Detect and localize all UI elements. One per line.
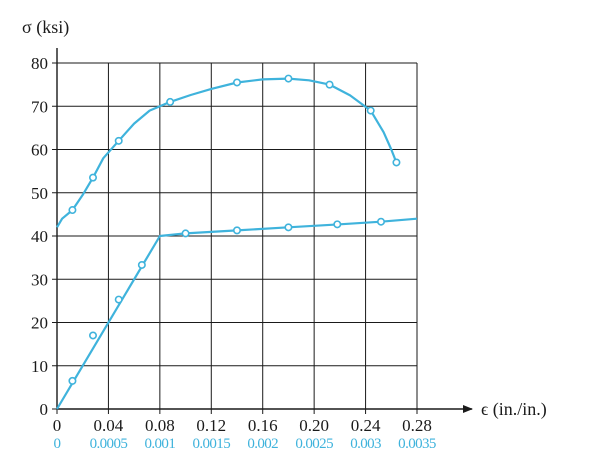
series-line xyxy=(56,77,398,228)
x-tick-label-upper: 0.16 xyxy=(248,416,278,435)
series-line xyxy=(56,217,418,410)
data-point xyxy=(325,80,334,89)
y-tick-label: 80 xyxy=(31,54,48,73)
x-tick-label-upper: 0.04 xyxy=(94,416,124,435)
x-tick-label-upper: 0.24 xyxy=(351,416,381,435)
x-tick-label-upper: 0.20 xyxy=(299,416,329,435)
x-tick-label-lower: 0.0035 xyxy=(398,436,436,452)
x-tick-label-lower: 0 xyxy=(54,436,61,452)
axes xyxy=(52,48,473,414)
y-tick-label: 60 xyxy=(31,141,48,160)
data-point xyxy=(366,106,375,115)
y-tick-label: 10 xyxy=(31,357,48,376)
series-group xyxy=(56,74,418,410)
data-point xyxy=(137,260,146,269)
data-point xyxy=(333,220,342,229)
x-tick-label-lower: 0.003 xyxy=(350,436,381,452)
data-point xyxy=(284,223,293,232)
data-point xyxy=(233,78,242,87)
data-point xyxy=(233,226,242,235)
x-tick-label-upper: 0 xyxy=(53,416,62,435)
x-tick-label-lower: 0.0025 xyxy=(295,436,333,452)
data-point xyxy=(68,376,77,385)
data-point xyxy=(284,74,293,83)
y-tick-label: 20 xyxy=(31,314,48,333)
grid xyxy=(57,62,418,409)
data-point xyxy=(89,331,98,340)
data-point xyxy=(392,158,401,167)
x-tick-label-upper: 0.28 xyxy=(402,416,432,435)
y-tick-label: 50 xyxy=(31,184,48,203)
data-point xyxy=(166,97,175,106)
data-point xyxy=(181,229,190,238)
x-tick-label-lower: 0.002 xyxy=(247,436,278,452)
x-tick-label-lower: 0.0015 xyxy=(192,436,230,452)
y-tick-label: 0 xyxy=(40,400,49,419)
x-tick-label-lower: 0.0005 xyxy=(90,436,128,452)
data-point xyxy=(376,217,385,226)
x-tick-label-upper: 0.08 xyxy=(145,416,175,435)
data-point xyxy=(114,295,123,304)
x-tick-label-lower: 0.001 xyxy=(144,436,175,452)
x-axis-label: ϵ (in./in.) xyxy=(481,399,547,420)
y-tick-label: 30 xyxy=(31,270,48,289)
y-axis-label: σ (ksi) xyxy=(22,17,69,38)
data-point xyxy=(89,173,98,182)
x-tick-label-upper: 0.12 xyxy=(196,416,226,435)
data-point xyxy=(114,136,123,145)
y-tick-label: 40 xyxy=(31,227,48,246)
y-tick-label: 70 xyxy=(31,97,48,116)
data-point xyxy=(68,206,77,215)
